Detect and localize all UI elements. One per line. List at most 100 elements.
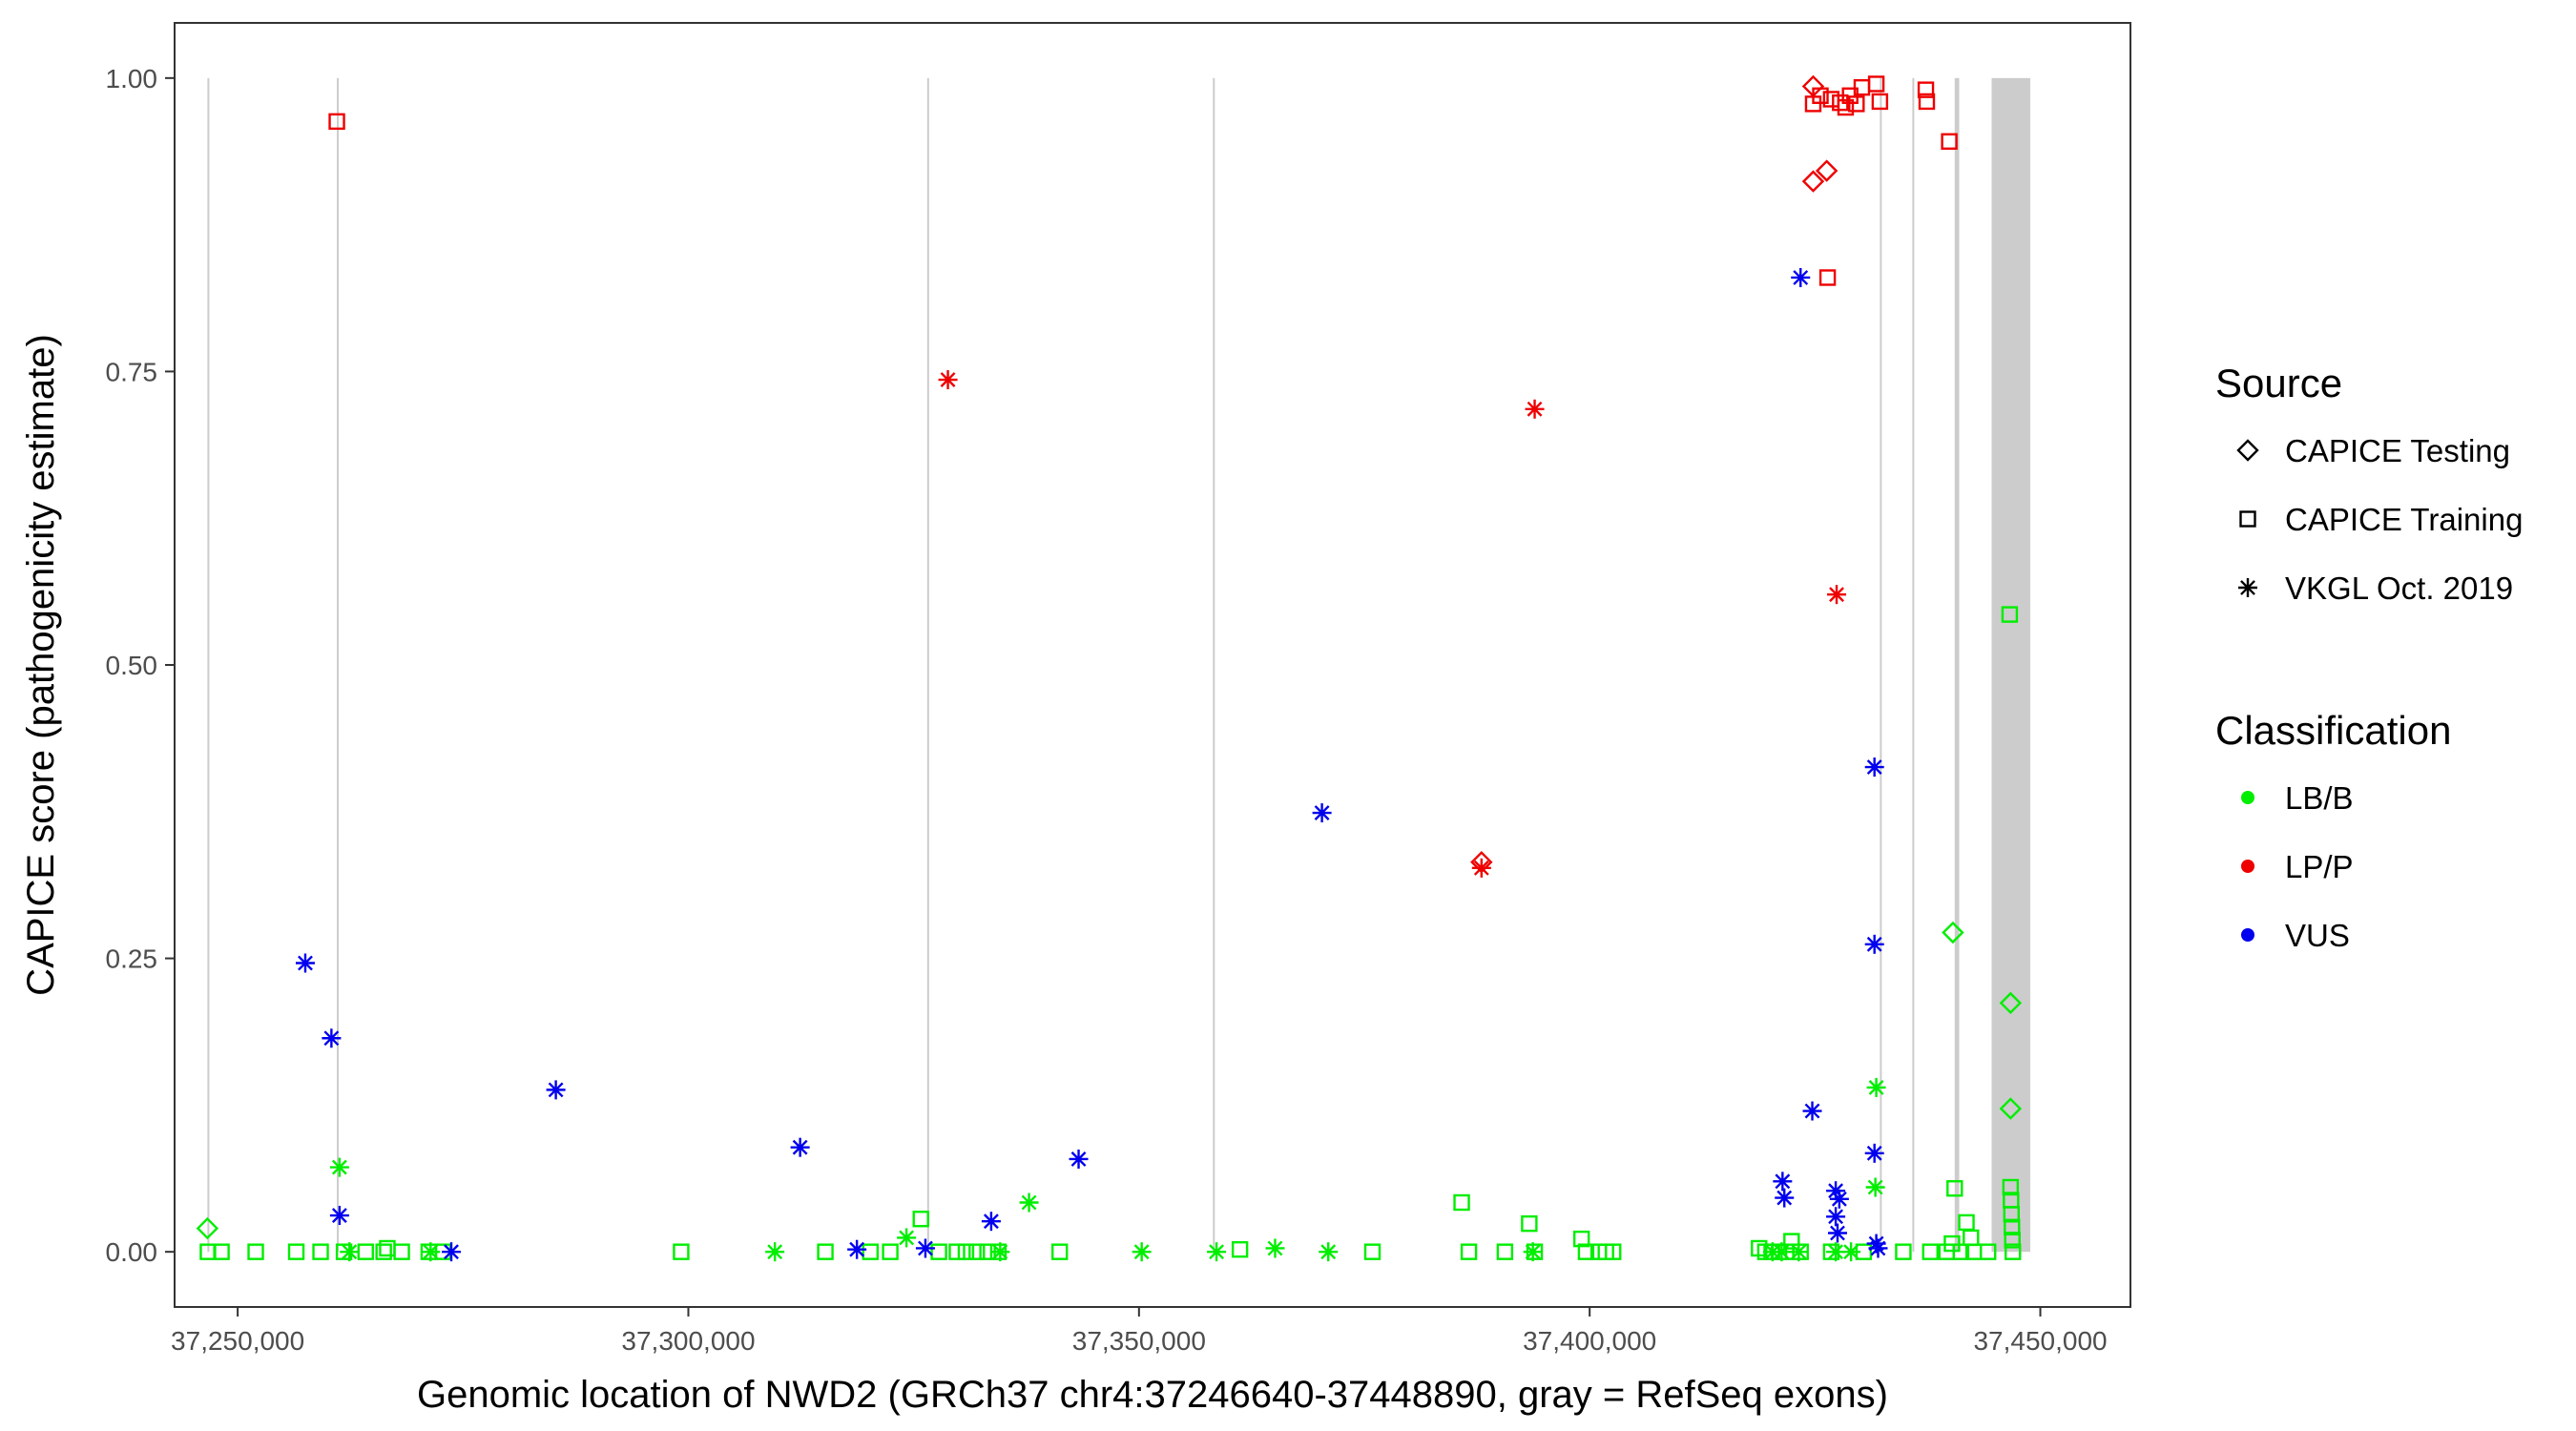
asterisk-stroke <box>444 1244 459 1260</box>
asterisk-stroke <box>1843 1244 1859 1260</box>
diamond-marker <box>2236 439 2259 462</box>
data-point <box>1577 1243 1595 1260</box>
square-marker <box>930 1243 947 1260</box>
data-point <box>1829 1189 1849 1209</box>
asterisk-stroke <box>1775 1173 1791 1190</box>
data-point <box>1868 1238 1888 1258</box>
square-marker <box>2004 1218 2021 1236</box>
legend-key-dot <box>2241 928 2254 942</box>
exon-bands <box>207 77 2031 1253</box>
asterisk-stroke <box>331 1208 347 1223</box>
square-marker <box>1867 75 1885 93</box>
data-point <box>1453 1193 1470 1212</box>
y-tick-label: 0.00 <box>106 1237 158 1267</box>
asterisk-stroke <box>2240 580 2255 595</box>
asterisk-stroke <box>1776 1190 1793 1206</box>
data-point <box>1783 1233 1800 1250</box>
square-marker <box>948 1243 966 1260</box>
exon-band <box>337 77 340 1253</box>
data-point <box>1132 1242 1152 1262</box>
exon-band <box>207 77 210 1253</box>
exon-band <box>1954 77 1960 1253</box>
data-point <box>1946 1180 1963 1197</box>
data-point <box>882 1243 899 1260</box>
asterisk-stroke <box>983 1213 999 1230</box>
x-tick-label: 37,400,000 <box>1523 1326 1656 1356</box>
data-point <box>1265 1238 1285 1258</box>
data-point <box>1917 81 1935 98</box>
square-marker <box>1605 1243 1622 1260</box>
square-marker <box>1231 1241 1249 1258</box>
data-point <box>1866 1077 1886 1097</box>
legend-label: CAPICE Training <box>2285 502 2523 537</box>
x-tick-label: 37,250,000 <box>171 1326 304 1356</box>
asterisk-stroke <box>1320 1244 1337 1260</box>
data-point <box>1826 1242 1846 1262</box>
exon-band <box>926 77 929 1253</box>
square-marker <box>1453 1193 1470 1212</box>
data-point <box>1231 1241 1249 1258</box>
data-point <box>1496 1243 1514 1260</box>
asterisk-stroke <box>1804 1103 1820 1119</box>
asterisk-stroke <box>1791 1244 1807 1260</box>
data-point <box>329 1206 349 1226</box>
data-point <box>1802 1101 1822 1121</box>
legend-key-square <box>2239 510 2256 528</box>
y-tick-label: 0.75 <box>106 357 158 386</box>
square-marker <box>968 1243 986 1260</box>
data-point <box>1864 1143 1884 1163</box>
square-marker <box>1812 87 1829 104</box>
data-point <box>790 1137 810 1157</box>
square-marker <box>393 1243 410 1260</box>
y-tick-label: 1.00 <box>106 64 158 93</box>
square-marker <box>1521 1214 1538 1233</box>
square-marker <box>912 1211 929 1228</box>
asterisk-stroke <box>1828 1183 1844 1199</box>
data-point <box>1941 133 1958 150</box>
data-point <box>1605 1243 1622 1260</box>
data-point <box>393 1243 410 1260</box>
square-marker <box>312 1243 329 1260</box>
square-marker <box>1922 1243 1939 1260</box>
data-point <box>968 1243 986 1260</box>
square-marker <box>1946 1180 1963 1197</box>
square-marker <box>328 113 345 131</box>
data-point <box>1050 1243 1069 1260</box>
legend-key-asterisk <box>2238 578 2257 597</box>
data-point <box>957 1243 975 1260</box>
square-marker <box>2005 1243 2022 1260</box>
asterisk-stroke <box>1870 1240 1886 1256</box>
asterisk-stroke <box>940 372 956 387</box>
data-point <box>1827 585 1847 605</box>
x-axis-title: Genomic location of NWD2 (GRCh37 chr4:37… <box>417 1374 1888 1416</box>
square-marker <box>287 1243 305 1260</box>
y-axis-title: CAPICE score (pathogenicity estimate) <box>20 334 62 996</box>
data-point <box>1775 1188 1795 1208</box>
data-point <box>1826 1207 1846 1227</box>
data-point <box>938 370 958 390</box>
data-point <box>1363 1243 1381 1260</box>
data-point <box>1801 170 1825 193</box>
square-marker <box>1572 1230 1590 1248</box>
data-point <box>862 1243 880 1260</box>
asterisk-stroke <box>1867 1179 1883 1195</box>
square-marker <box>1783 1233 1800 1250</box>
data-point <box>1942 921 1964 944</box>
square-marker <box>375 1243 392 1260</box>
square-marker <box>957 1243 975 1260</box>
asterisk-stroke <box>548 1082 564 1098</box>
asterisk-stroke <box>1774 1244 1790 1260</box>
y-tick-label: 0.50 <box>106 651 158 680</box>
data-point <box>312 1243 329 1260</box>
x-tick-label: 37,350,000 <box>1072 1326 1206 1356</box>
legend-key-dot <box>2241 860 2254 873</box>
axes: 37,250,000 37,300,000 37,350,000 37,400,000… <box>106 64 2108 1356</box>
data-point <box>847 1239 867 1259</box>
data-point <box>328 113 345 131</box>
data-point <box>1319 1242 1339 1262</box>
data-point <box>981 1212 1001 1232</box>
square-marker <box>1941 133 1958 150</box>
data-point <box>1918 93 1936 111</box>
